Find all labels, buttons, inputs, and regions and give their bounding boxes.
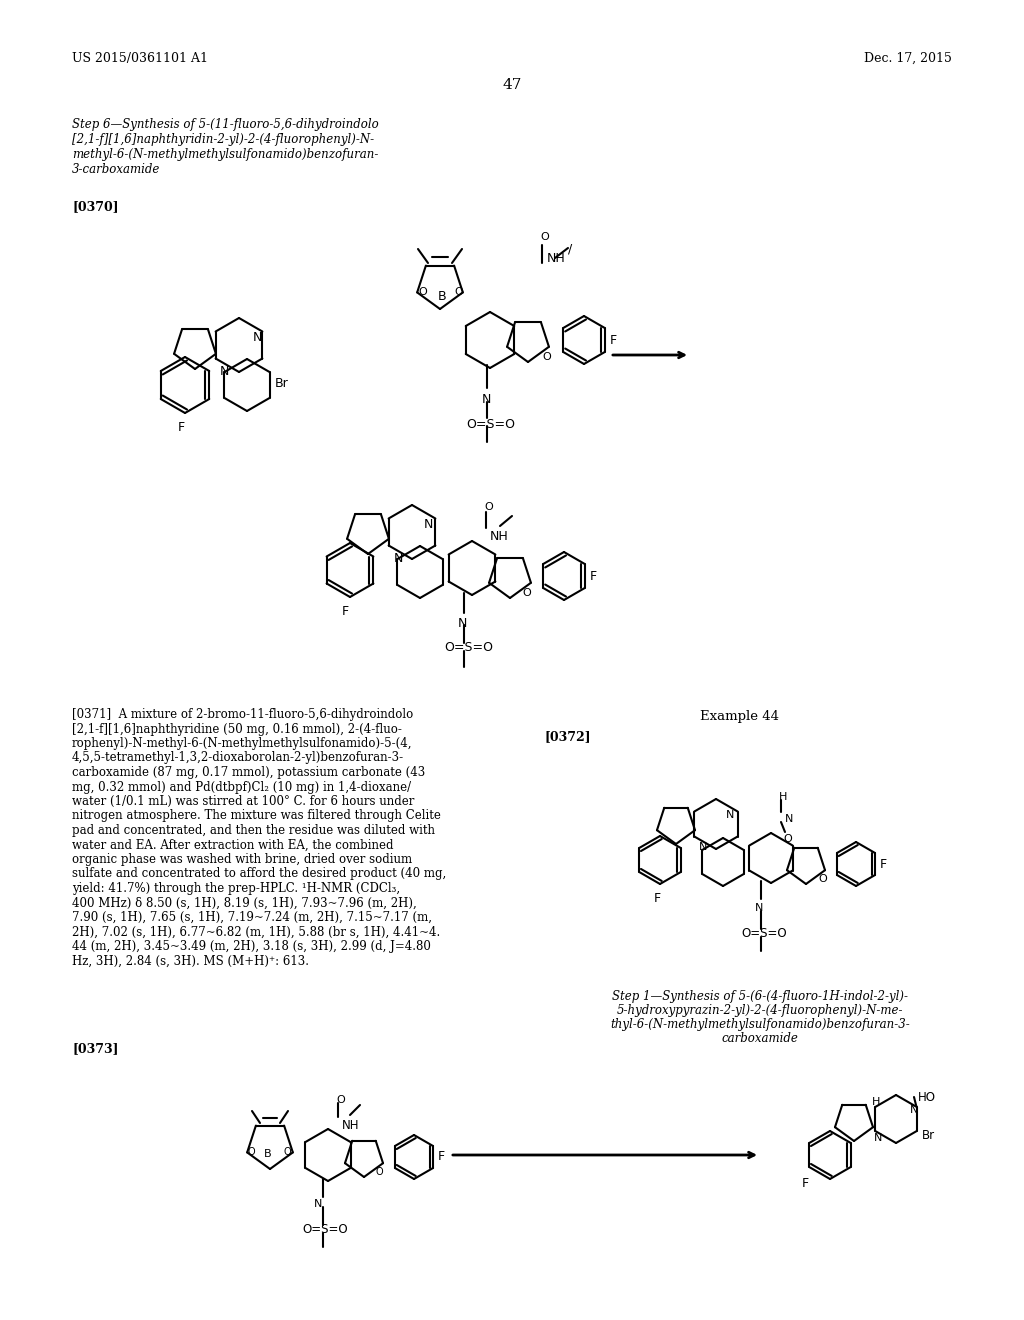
- Text: organic phase was washed with brine, dried over sodium: organic phase was washed with brine, dri…: [72, 853, 412, 866]
- Text: O: O: [783, 834, 792, 843]
- Text: O=S=O: O=S=O: [741, 927, 786, 940]
- Text: /: /: [568, 243, 572, 256]
- Text: Hz, 3H), 2.84 (s, 3H). MS (M+H)⁺: 613.: Hz, 3H), 2.84 (s, 3H). MS (M+H)⁺: 613.: [72, 954, 309, 968]
- Text: N: N: [785, 814, 794, 824]
- Text: N: N: [755, 903, 763, 913]
- Text: O: O: [418, 286, 427, 297]
- Text: N: N: [314, 1199, 323, 1209]
- Text: H: H: [779, 792, 787, 803]
- Text: N: N: [726, 810, 734, 820]
- Text: [0371]  A mixture of 2-bromo-11-fluoro-5,6-dihydroindolo: [0371] A mixture of 2-bromo-11-fluoro-5,…: [72, 708, 414, 721]
- Text: [0373]: [0373]: [72, 1041, 119, 1055]
- Text: NH: NH: [342, 1119, 359, 1133]
- Text: 44 (m, 2H), 3.45~3.49 (m, 2H), 3.18 (s, 3H), 2.99 (d, J=4.80: 44 (m, 2H), 3.45~3.49 (m, 2H), 3.18 (s, …: [72, 940, 431, 953]
- Text: HO: HO: [918, 1092, 936, 1104]
- Text: B: B: [437, 290, 446, 304]
- Text: O: O: [454, 286, 463, 297]
- Text: F: F: [610, 334, 617, 346]
- Text: O: O: [284, 1147, 292, 1158]
- Text: rophenyl)-N-methyl-6-(N-methylmethylsulfonamido)-5-(4,: rophenyl)-N-methyl-6-(N-methylmethylsulf…: [72, 737, 413, 750]
- Text: NH: NH: [490, 531, 509, 543]
- Text: [2,1-f][1,6]naphthyridine (50 mg, 0.16 mmol), 2-(4-fluo-: [2,1-f][1,6]naphthyridine (50 mg, 0.16 m…: [72, 722, 401, 735]
- Text: mg, 0.32 mmol) and Pd(dtbpf)Cl₂ (10 mg) in 1,4-dioxane/: mg, 0.32 mmol) and Pd(dtbpf)Cl₂ (10 mg) …: [72, 780, 411, 793]
- Text: F: F: [177, 421, 184, 434]
- Text: O=S=O: O=S=O: [466, 418, 515, 432]
- Text: nitrogen atmosphere. The mixture was filtered through Celite: nitrogen atmosphere. The mixture was fil…: [72, 809, 441, 822]
- Text: O: O: [542, 352, 551, 362]
- Text: H: H: [872, 1097, 881, 1107]
- Text: Example 44: Example 44: [700, 710, 779, 723]
- Text: [0370]: [0370]: [72, 201, 119, 213]
- Text: Dec. 17, 2015: Dec. 17, 2015: [864, 51, 952, 65]
- Text: pad and concentrated, and then the residue was diluted with: pad and concentrated, and then the resid…: [72, 824, 435, 837]
- Text: O: O: [336, 1096, 345, 1105]
- Text: F: F: [341, 605, 348, 618]
- Text: 5-hydroxypyrazin-2-yl)-2-(4-fluorophenyl)-N-me-: 5-hydroxypyrazin-2-yl)-2-(4-fluorophenyl…: [616, 1005, 903, 1016]
- Text: Br: Br: [275, 378, 289, 389]
- Text: O=S=O: O=S=O: [444, 642, 493, 653]
- Text: N: N: [423, 517, 433, 531]
- Text: F: F: [590, 569, 597, 582]
- Text: US 2015/0361101 A1: US 2015/0361101 A1: [72, 51, 208, 65]
- Text: F: F: [880, 858, 887, 870]
- Text: 400 MHz) δ 8.50 (s, 1H), 8.19 (s, 1H), 7.93~7.96 (m, 2H),: 400 MHz) δ 8.50 (s, 1H), 8.19 (s, 1H), 7…: [72, 896, 417, 909]
- Text: Step 6—Synthesis of 5-(11-fluoro-5,6-dihydroindolo
[2,1-f][1,6]naphthyridin-2-yl: Step 6—Synthesis of 5-(11-fluoro-5,6-dih…: [72, 117, 379, 176]
- Text: carboxamide (87 mg, 0.17 mmol), potassium carbonate (43: carboxamide (87 mg, 0.17 mmol), potassiu…: [72, 766, 425, 779]
- Text: N: N: [910, 1105, 919, 1115]
- Text: N: N: [219, 366, 228, 378]
- Text: F: F: [802, 1177, 809, 1191]
- Text: N: N: [698, 842, 708, 851]
- Text: N: N: [458, 616, 467, 630]
- Text: O: O: [540, 232, 549, 242]
- Text: NH: NH: [547, 252, 565, 265]
- Text: [0372]: [0372]: [545, 730, 592, 743]
- Text: N: N: [874, 1133, 883, 1143]
- Text: Step 1—Synthesis of 5-(6-(4-fluoro-1H-indol-2-yl)-: Step 1—Synthesis of 5-(6-(4-fluoro-1H-in…: [612, 990, 908, 1003]
- Text: 4,5,5-tetramethyl-1,3,2-dioxaborolan-2-yl)benzofuran-3-: 4,5,5-tetramethyl-1,3,2-dioxaborolan-2-y…: [72, 751, 404, 764]
- Text: B: B: [264, 1148, 271, 1159]
- Text: O=S=O: O=S=O: [302, 1224, 347, 1236]
- Text: yield: 41.7%) through the prep-HPLC. ¹H-NMR (CDCl₃,: yield: 41.7%) through the prep-HPLC. ¹H-…: [72, 882, 400, 895]
- Text: O: O: [376, 1167, 384, 1177]
- Text: O: O: [522, 587, 530, 598]
- Text: 7.90 (s, 1H), 7.65 (s, 1H), 7.19~7.24 (m, 2H), 7.15~7.17 (m,: 7.90 (s, 1H), 7.65 (s, 1H), 7.19~7.24 (m…: [72, 911, 432, 924]
- Text: water and EA. After extraction with EA, the combined: water and EA. After extraction with EA, …: [72, 838, 393, 851]
- Text: 47: 47: [503, 78, 521, 92]
- Text: Br: Br: [922, 1129, 935, 1142]
- Text: thyl-6-(N-methylmethylsulfonamido)benzofuran-3-: thyl-6-(N-methylmethylsulfonamido)benzof…: [610, 1018, 910, 1031]
- Text: F: F: [438, 1151, 445, 1163]
- Text: N: N: [482, 393, 492, 407]
- Text: N: N: [393, 552, 402, 565]
- Text: carboxamide: carboxamide: [722, 1032, 799, 1045]
- Text: 2H), 7.02 (s, 1H), 6.77~6.82 (m, 1H), 5.88 (br s, 1H), 4.41~4.: 2H), 7.02 (s, 1H), 6.77~6.82 (m, 1H), 5.…: [72, 925, 440, 939]
- Text: O: O: [484, 502, 493, 512]
- Text: F: F: [653, 892, 660, 906]
- Text: O: O: [248, 1147, 256, 1158]
- Text: sulfate and concentrated to afford the desired product (40 mg,: sulfate and concentrated to afford the d…: [72, 867, 446, 880]
- Text: N: N: [252, 331, 262, 345]
- Text: O: O: [818, 874, 826, 884]
- Text: water (1/0.1 mL) was stirred at 100° C. for 6 hours under: water (1/0.1 mL) was stirred at 100° C. …: [72, 795, 415, 808]
